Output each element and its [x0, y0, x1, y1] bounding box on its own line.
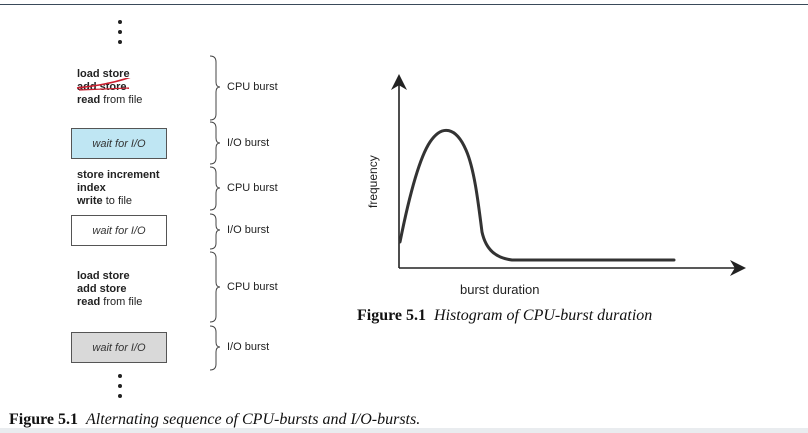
burst-label-io: I/O burst	[227, 224, 270, 236]
code-line: read from file	[77, 296, 143, 308]
burst-label-io: I/O burst	[227, 137, 270, 149]
code-line: add store	[76, 78, 142, 94]
histogram-chart	[391, 74, 746, 276]
frequency-curve	[398, 129, 676, 262]
figure-caption-left: Figure 5.1 Alternating sequence of CPU-b…	[9, 411, 421, 428]
burst-label-cpu: CPU burst	[227, 182, 278, 194]
top-rule	[0, 4, 808, 5]
wait-box-3: wait for I/O	[71, 332, 167, 363]
bottom-band	[0, 428, 808, 433]
burst-label-io: I/O burst	[227, 341, 270, 353]
code-line: index	[77, 182, 106, 194]
code-block-3: load store add store read from file	[77, 270, 142, 309]
code-line: read from file	[77, 94, 143, 106]
code-block-2: store increment index write to file	[77, 169, 160, 208]
code-line: load store	[77, 68, 130, 80]
figure-caption-right: Figure 5.1 Histogram of CPU-burst durati…	[357, 307, 653, 324]
strike-mark	[76, 78, 131, 91]
code-line: add store	[77, 283, 127, 295]
burst-label-cpu: CPU burst	[227, 281, 278, 293]
burst-braces	[209, 55, 221, 371]
burst-label-cpu: CPU burst	[227, 81, 278, 93]
x-axis-label: burst duration	[460, 282, 540, 297]
code-line: write to file	[77, 195, 133, 207]
wait-box-1: wait for I/O	[71, 128, 167, 159]
ellipsis-top	[118, 20, 124, 50]
y-axis-label: frequency	[366, 155, 380, 208]
code-line: store increment	[77, 169, 160, 181]
code-line: load store	[77, 270, 130, 282]
ellipsis-bottom	[118, 374, 124, 404]
wait-box-2: wait for I/O	[71, 215, 167, 246]
code-block-1: load store add store read from file	[76, 68, 143, 107]
